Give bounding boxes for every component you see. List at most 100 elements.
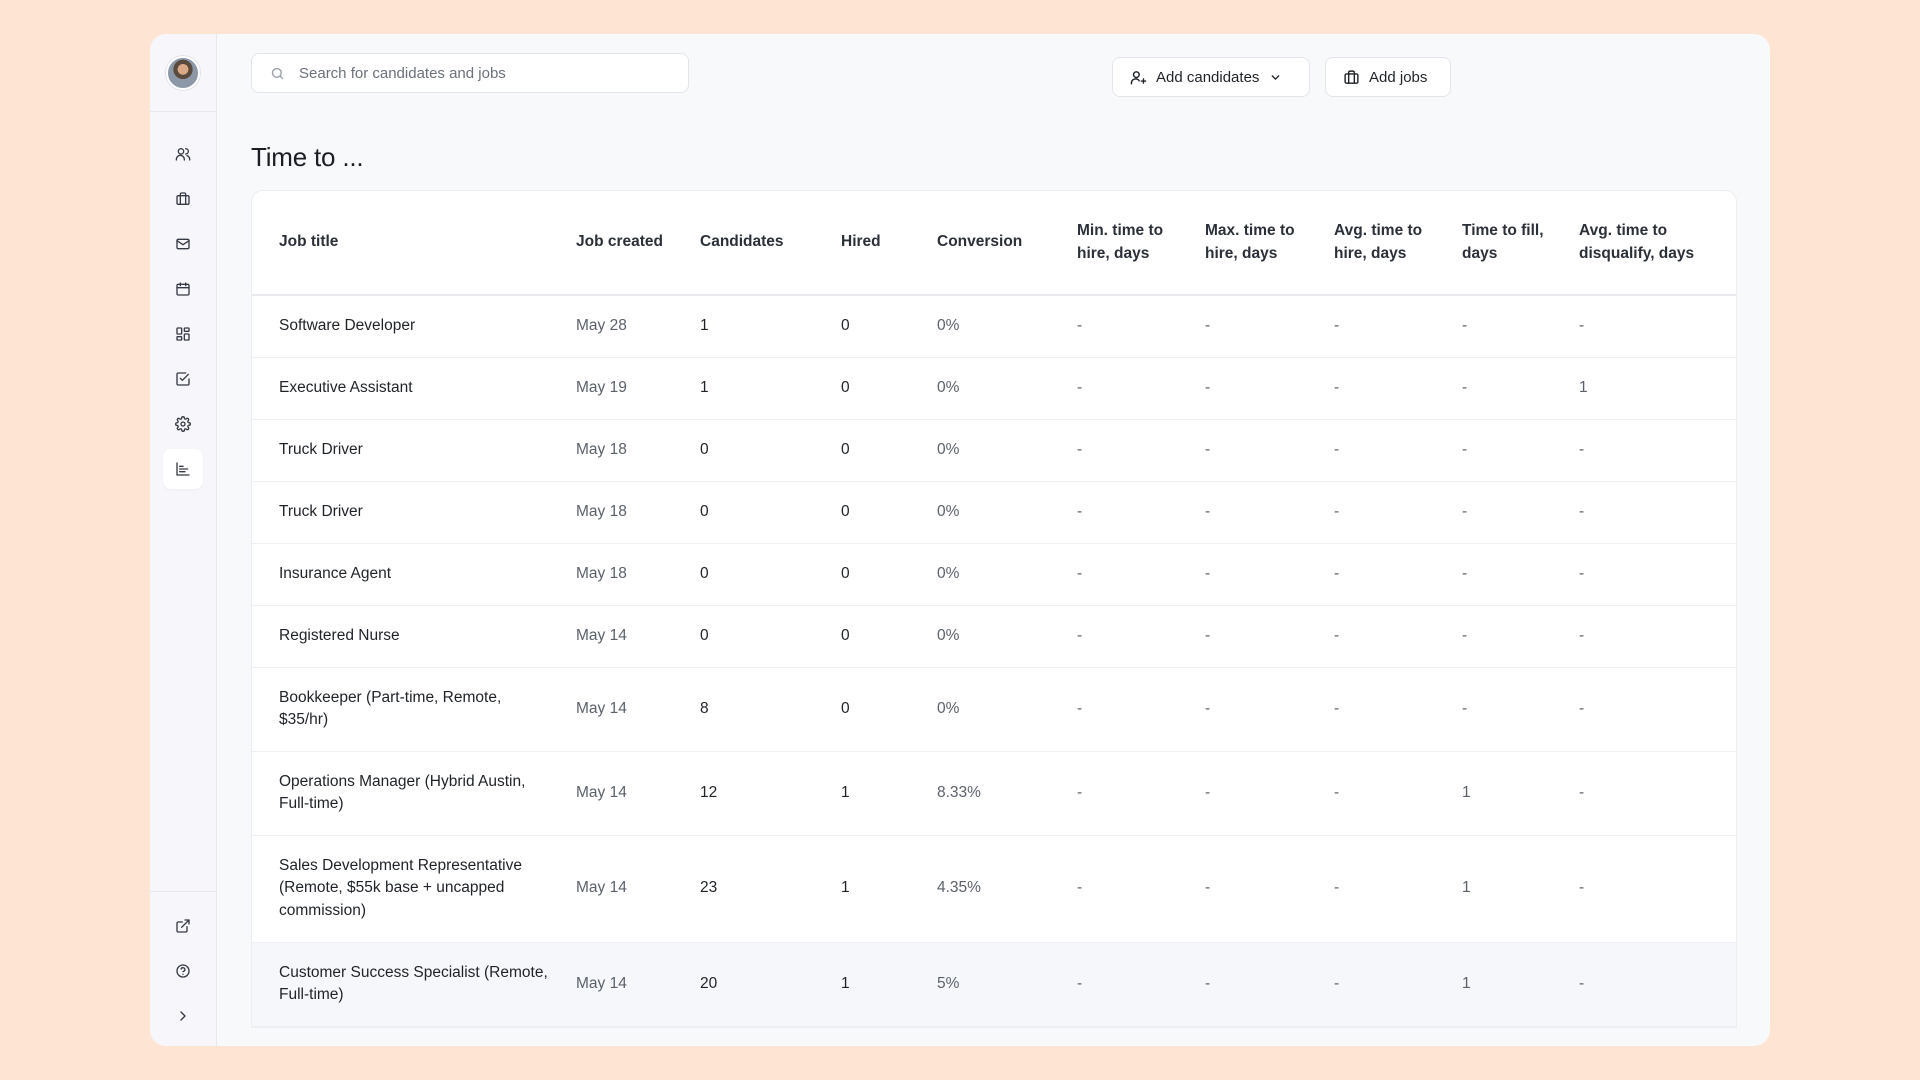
cell-job-title: Bookkeeper (Part-time, Remote, $35/hr) [252, 667, 564, 752]
column-header-avg-time-to-hire[interactable]: Avg. time to hire, days [1322, 191, 1450, 296]
cell-candidates: 1 [688, 357, 829, 420]
cell-job-title: Customer Success Specialist (Remote, Ful… [252, 942, 564, 1027]
cell-min-time-to-hire: - [1065, 357, 1193, 420]
cell-time-to-fill: 1 [1450, 835, 1567, 943]
table-row[interactable]: Executive Assistant May 19 1 0 0% - - - … [252, 357, 1736, 420]
cell-time-to-fill: - [1450, 419, 1567, 482]
add-jobs-button[interactable]: Add jobs [1325, 57, 1451, 97]
column-header-job-title[interactable]: Job title [252, 191, 564, 296]
sidebar-item-reports[interactable] [163, 449, 203, 489]
column-header-avg-time-to-disqualify[interactable]: Avg. time to disqualify, days [1567, 191, 1736, 296]
mail-icon [176, 238, 190, 250]
cell-max-time-to-hire: - [1193, 419, 1322, 482]
cell-avg-time-to-hire: - [1322, 543, 1450, 606]
sidebar-item-help[interactable] [163, 951, 203, 991]
table-header-row: Job title Job created Candidates Hired C… [252, 191, 1736, 296]
column-header-time-to-fill[interactable]: Time to fill, days [1450, 191, 1567, 296]
table-row[interactable]: Bookkeeper (Part-time, Remote, $35/hr) M… [252, 667, 1736, 752]
cell-max-time-to-hire: - [1193, 605, 1322, 668]
chevron-right-icon [180, 1011, 186, 1021]
cell-min-time-to-hire: - [1065, 605, 1193, 668]
cell-job-created: May 19 [564, 357, 688, 420]
avatar[interactable] [166, 55, 200, 90]
sidebar-item-inbox[interactable] [163, 224, 203, 264]
cell-candidates: 0 [688, 543, 829, 606]
cell-avg-time-to-hire: - [1322, 942, 1450, 1027]
cell-min-time-to-hire: - [1065, 751, 1193, 836]
sidebar-item-dashboard[interactable] [163, 314, 203, 354]
column-header-conversion[interactable]: Conversion [925, 191, 1065, 296]
cell-avg-time-to-hire: - [1322, 481, 1450, 544]
report-table-card: Job title Job created Candidates Hired C… [251, 190, 1737, 1028]
cell-avg-time-to-hire: - [1322, 751, 1450, 836]
cell-job-created: May 14 [564, 605, 688, 668]
sidebar-item-settings[interactable] [163, 404, 203, 444]
cell-conversion: 5% [925, 942, 1065, 1027]
table-row[interactable]: Software Developer May 28 1 0 0% - - - -… [252, 295, 1736, 358]
cell-avg-time-to-disqualify: - [1567, 481, 1736, 544]
grid-icon [176, 327, 190, 341]
cell-max-time-to-hire: - [1193, 942, 1322, 1027]
cell-max-time-to-hire: - [1193, 835, 1322, 943]
avatar-container [150, 34, 216, 112]
cell-max-time-to-hire: - [1193, 543, 1322, 606]
checkbox-icon [176, 372, 190, 386]
cell-conversion: 0% [925, 295, 1065, 358]
table-row[interactable]: Insurance Agent May 18 0 0 0% - - - - - [252, 543, 1736, 606]
cell-time-to-fill: - [1450, 357, 1567, 420]
cell-candidates: 0 [688, 419, 829, 482]
cell-avg-time-to-disqualify: - [1567, 419, 1736, 482]
cell-hired: 0 [829, 667, 925, 752]
sidebar-item-tasks[interactable] [163, 359, 203, 399]
cell-max-time-to-hire: - [1193, 295, 1322, 358]
table-row[interactable]: Registered Nurse May 14 0 0 0% - - - - - [252, 605, 1736, 668]
search-box[interactable] [251, 53, 689, 93]
cell-min-time-to-hire: - [1065, 942, 1193, 1027]
table-row[interactable]: Truck Driver May 18 0 0 0% - - - - - [252, 481, 1736, 544]
cell-avg-time-to-disqualify: 1 [1567, 357, 1736, 420]
users-icon [175, 148, 191, 161]
table-row[interactable]: Truck Driver May 18 0 0 0% - - - - - [252, 419, 1736, 482]
report-table: Job title Job created Candidates Hired C… [252, 191, 1736, 1027]
cell-conversion: 0% [925, 667, 1065, 752]
column-header-hired[interactable]: Hired [829, 191, 925, 296]
chevron-down-icon [1272, 74, 1280, 80]
cell-candidates: 8 [688, 667, 829, 752]
sidebar-item-expand[interactable] [163, 996, 203, 1036]
search-input[interactable] [299, 64, 679, 82]
cell-min-time-to-hire: - [1065, 543, 1193, 606]
chart-icon [176, 462, 190, 476]
table-row[interactable]: Customer Success Specialist (Remote, Ful… [252, 942, 1736, 1027]
calendar-icon [176, 282, 190, 296]
column-header-max-time-to-hire[interactable]: Max. time to hire, days [1193, 191, 1322, 296]
cell-hired: 1 [829, 835, 925, 943]
cell-time-to-fill: - [1450, 295, 1567, 358]
cell-time-to-fill: 1 [1450, 751, 1567, 836]
cell-min-time-to-hire: - [1065, 419, 1193, 482]
cell-job-created: May 14 [564, 751, 688, 836]
cell-job-title: Insurance Agent [252, 543, 564, 606]
table-row[interactable]: Sales Development Representative (Remote… [252, 835, 1736, 943]
add-candidates-button[interactable]: Add candidates [1112, 57, 1310, 97]
cell-max-time-to-hire: - [1193, 357, 1322, 420]
user-plus-icon [1130, 70, 1147, 85]
help-icon [176, 964, 190, 978]
cell-conversion: 0% [925, 481, 1065, 544]
cell-min-time-to-hire: - [1065, 835, 1193, 943]
cell-hired: 0 [829, 295, 925, 358]
column-header-min-time-to-hire[interactable]: Min. time to hire, days [1065, 191, 1193, 296]
cell-conversion: 0% [925, 543, 1065, 606]
column-header-job-created[interactable]: Job created [564, 191, 688, 296]
cell-avg-time-to-disqualify: - [1567, 605, 1736, 668]
column-header-candidates[interactable]: Candidates [688, 191, 829, 296]
cell-job-title: Sales Development Representative (Remote… [252, 835, 564, 943]
table-row[interactable]: Operations Manager (Hybrid Austin, Full-… [252, 751, 1736, 836]
cell-hired: 0 [829, 543, 925, 606]
cell-candidates: 20 [688, 942, 829, 1027]
sidebar-item-external[interactable] [163, 906, 203, 946]
cell-job-title: Executive Assistant [252, 357, 564, 420]
sidebar-item-jobs[interactable] [163, 179, 203, 219]
sidebar-item-candidates[interactable] [163, 134, 203, 174]
cell-conversion: 0% [925, 605, 1065, 668]
sidebar-item-calendar[interactable] [163, 269, 203, 309]
